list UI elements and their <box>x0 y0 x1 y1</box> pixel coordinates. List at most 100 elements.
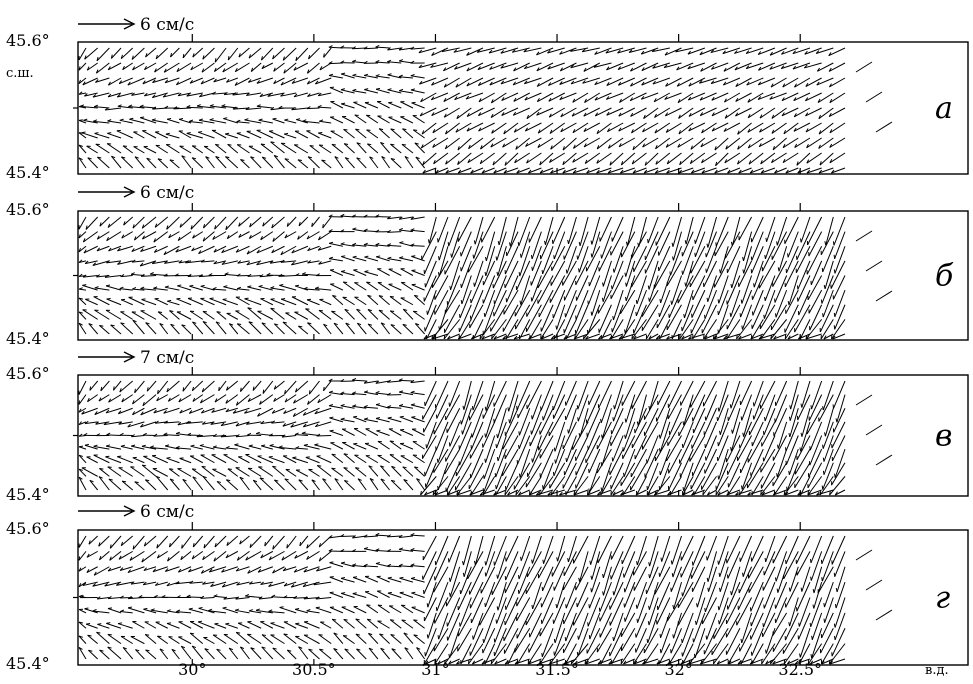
flow-vector <box>565 612 577 642</box>
flow-vector-head <box>635 491 639 496</box>
flow-vector <box>329 269 344 276</box>
flow-vector-head <box>261 444 266 447</box>
flow-vector <box>341 606 355 614</box>
flow-vector-head <box>835 418 838 423</box>
flow-vector-head <box>246 92 250 96</box>
flow-vector-head <box>526 159 529 164</box>
flow-vector <box>121 231 133 239</box>
flow-vector-head <box>344 648 349 651</box>
flow-vector-head <box>271 224 274 229</box>
flow-vector <box>531 275 542 302</box>
flow-vector <box>713 260 729 288</box>
flow-vector-head <box>130 272 135 275</box>
flow-vector <box>589 612 601 640</box>
flow-vector-head <box>200 595 205 599</box>
flow-vector <box>449 380 461 407</box>
scale-label: 7 см/с <box>140 348 194 368</box>
flow-vector-head <box>294 432 299 436</box>
flow-vector-head <box>208 273 213 276</box>
flow-vector-head <box>769 95 773 100</box>
flow-vector <box>433 408 449 435</box>
flow-vector-head <box>648 574 651 579</box>
flow-vector-head <box>141 444 146 447</box>
flow-vector <box>684 289 694 319</box>
flow-vector <box>433 152 449 165</box>
flow-vector-head <box>548 97 552 102</box>
flow-vector <box>690 462 706 490</box>
flow-vector <box>621 152 636 166</box>
flow-vector <box>540 380 554 411</box>
flow-vector <box>704 289 718 319</box>
flow-vector-head <box>131 259 136 263</box>
flow-vector <box>402 128 414 139</box>
flow-vector <box>701 304 718 334</box>
flow-vector-head <box>432 129 436 134</box>
flow-vector <box>283 621 297 629</box>
flow-vector <box>508 380 519 412</box>
flow-vector-head <box>454 96 458 100</box>
flow-vector <box>410 549 425 552</box>
flow-vector <box>759 122 776 133</box>
flow-vector <box>218 380 227 392</box>
flow-vector-head <box>376 429 381 432</box>
flow-vector <box>621 627 636 652</box>
flow-vector <box>548 77 565 87</box>
flow-vector-head <box>340 417 345 420</box>
flow-vector <box>813 581 823 609</box>
flow-vector <box>633 333 647 340</box>
flow-vector-head <box>83 249 87 254</box>
flow-vector-head <box>390 143 395 146</box>
flow-vector <box>725 612 741 638</box>
flow-vector <box>364 74 379 79</box>
flow-vector-head <box>623 660 627 665</box>
flow-vector <box>509 394 519 424</box>
flow-vector <box>192 535 204 548</box>
flow-vector <box>726 489 741 496</box>
flow-vector-head <box>531 458 534 463</box>
flow-vector <box>264 535 274 547</box>
flow-vector <box>413 619 425 629</box>
flow-vector-head <box>630 82 634 87</box>
flow-vector <box>235 467 250 477</box>
flow-vector <box>649 535 659 567</box>
flow-vector <box>646 566 659 594</box>
flow-vector <box>196 105 215 109</box>
flow-vector <box>736 319 752 340</box>
flow-vector <box>492 152 507 166</box>
flow-vector <box>758 137 776 148</box>
flow-vector-head <box>328 229 333 232</box>
flow-vector-head <box>477 66 481 70</box>
flow-vector <box>482 275 496 304</box>
flow-vector-head <box>262 156 267 159</box>
flow-vector <box>538 658 554 665</box>
flow-vector <box>222 298 238 306</box>
flow-vector <box>736 597 753 626</box>
flow-vector <box>520 231 531 258</box>
flow-vector <box>343 467 355 477</box>
flow-vector-head <box>178 260 183 264</box>
flow-vector <box>308 648 320 660</box>
flow-vector <box>478 92 495 103</box>
flow-vector <box>659 462 671 491</box>
flow-vector <box>78 647 87 660</box>
flow-vector-head <box>576 255 579 260</box>
flow-vector <box>200 597 215 599</box>
flow-vector <box>743 408 753 437</box>
flow-vector <box>517 643 531 665</box>
flow-vector <box>445 152 460 165</box>
flow-vector <box>577 628 589 657</box>
flow-vector-head <box>794 143 798 148</box>
flow-vector <box>87 157 99 169</box>
flow-vector <box>472 319 484 340</box>
flow-vector-head <box>286 544 288 549</box>
flow-vector <box>441 47 460 53</box>
flow-vector <box>540 319 554 340</box>
flow-vector-head <box>410 88 415 91</box>
flow-vector <box>132 319 145 335</box>
flow-vector <box>318 634 332 645</box>
flow-vector <box>291 296 309 306</box>
flow-vector <box>600 643 612 665</box>
flow-vector-head <box>635 604 638 609</box>
flow-vector <box>443 107 460 118</box>
flow-vector <box>245 454 262 464</box>
